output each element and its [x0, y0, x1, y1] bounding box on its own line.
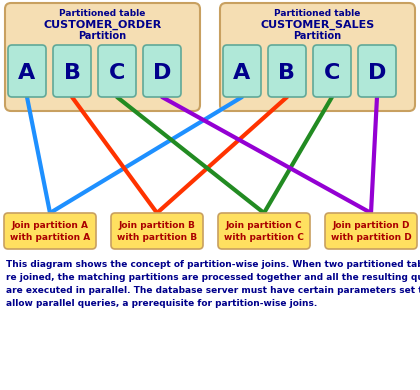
- Text: Partition: Partition: [79, 31, 126, 41]
- Text: CUSTOMER_ORDER: CUSTOMER_ORDER: [43, 20, 162, 30]
- Text: Partition: Partition: [294, 31, 341, 41]
- Text: C: C: [324, 63, 340, 83]
- Text: D: D: [153, 63, 171, 83]
- Text: Join partition D: Join partition D: [332, 220, 410, 229]
- Text: allow parallel queries, a prerequisite for partition-wise joins.: allow parallel queries, a prerequisite f…: [6, 299, 317, 308]
- FancyBboxPatch shape: [111, 213, 203, 249]
- FancyBboxPatch shape: [325, 213, 417, 249]
- Text: C: C: [109, 63, 125, 83]
- Text: with partition B: with partition B: [117, 234, 197, 243]
- FancyBboxPatch shape: [4, 213, 96, 249]
- Text: Partitioned table: Partitioned table: [59, 9, 146, 18]
- Text: D: D: [368, 63, 386, 83]
- Text: A: A: [18, 63, 36, 83]
- FancyBboxPatch shape: [8, 45, 46, 97]
- Text: B: B: [63, 63, 81, 83]
- Text: CUSTOMER_SALES: CUSTOMER_SALES: [260, 20, 375, 30]
- Text: Join partition B: Join partition B: [118, 220, 195, 229]
- FancyBboxPatch shape: [220, 3, 415, 111]
- Text: This diagram shows the concept of partition-wise joins. When two partitioned tab: This diagram shows the concept of partit…: [6, 260, 420, 269]
- Text: with partition D: with partition D: [331, 234, 411, 243]
- FancyBboxPatch shape: [143, 45, 181, 97]
- FancyBboxPatch shape: [53, 45, 91, 97]
- FancyBboxPatch shape: [223, 45, 261, 97]
- FancyBboxPatch shape: [358, 45, 396, 97]
- Text: are executed in parallel. The database server must have certain parameters set t: are executed in parallel. The database s…: [6, 286, 420, 295]
- FancyBboxPatch shape: [5, 3, 200, 111]
- FancyBboxPatch shape: [268, 45, 306, 97]
- FancyBboxPatch shape: [218, 213, 310, 249]
- Text: re joined, the matching partitions are processed together and all the resulting : re joined, the matching partitions are p…: [6, 273, 420, 282]
- Text: with partition A: with partition A: [10, 234, 90, 243]
- Text: Join partition A: Join partition A: [11, 220, 89, 229]
- Text: B: B: [278, 63, 296, 83]
- Text: Partitioned table: Partitioned table: [274, 9, 361, 18]
- Text: Join partition C: Join partition C: [226, 220, 302, 229]
- Text: A: A: [234, 63, 251, 83]
- FancyBboxPatch shape: [98, 45, 136, 97]
- Text: with partition C: with partition C: [224, 234, 304, 243]
- FancyBboxPatch shape: [313, 45, 351, 97]
